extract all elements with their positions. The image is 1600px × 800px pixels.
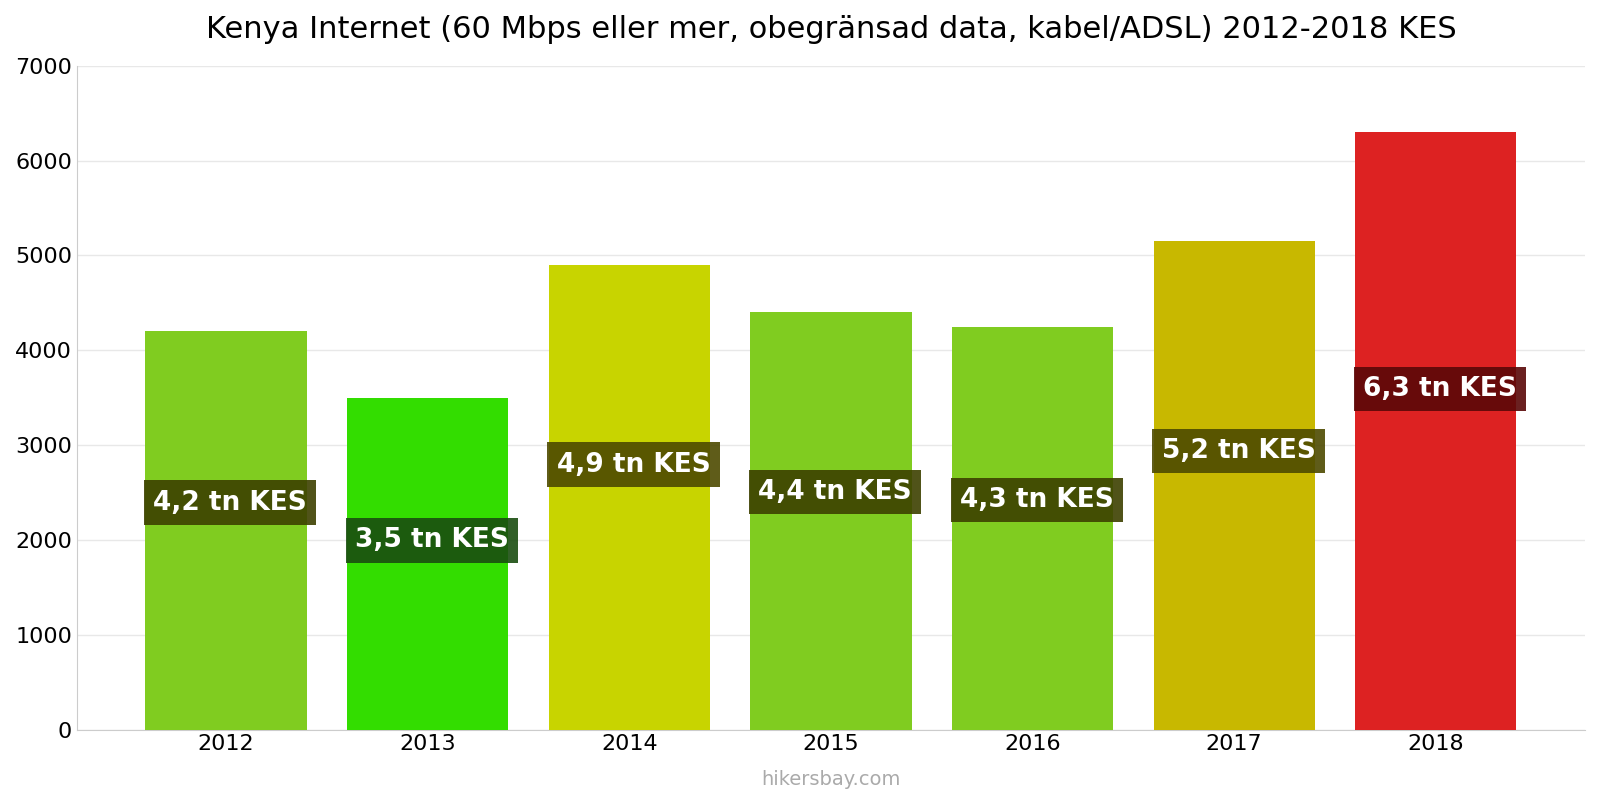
Text: 5,2 tn KES: 5,2 tn KES	[1162, 438, 1315, 464]
Bar	[549, 265, 710, 730]
Text: hikersbay.com: hikersbay.com	[762, 770, 901, 790]
Text: 4,3 tn KES: 4,3 tn KES	[960, 487, 1114, 513]
Bar	[952, 326, 1114, 730]
Bar	[750, 312, 912, 730]
Bar	[1154, 242, 1315, 730]
Bar	[146, 331, 307, 730]
Text: 3,5 tn KES: 3,5 tn KES	[355, 527, 509, 554]
Text: 6,3 tn KES: 6,3 tn KES	[1363, 376, 1517, 402]
Text: 4,4 tn KES: 4,4 tn KES	[758, 478, 912, 505]
Bar	[1355, 132, 1517, 730]
Title: Kenya Internet (60 Mbps eller mer, obegränsad data, kabel/ADSL) 2012-2018 KES: Kenya Internet (60 Mbps eller mer, obegr…	[205, 15, 1456, 44]
Bar	[347, 398, 509, 730]
Text: 4,2 tn KES: 4,2 tn KES	[154, 490, 307, 515]
Text: 4,9 tn KES: 4,9 tn KES	[557, 452, 710, 478]
